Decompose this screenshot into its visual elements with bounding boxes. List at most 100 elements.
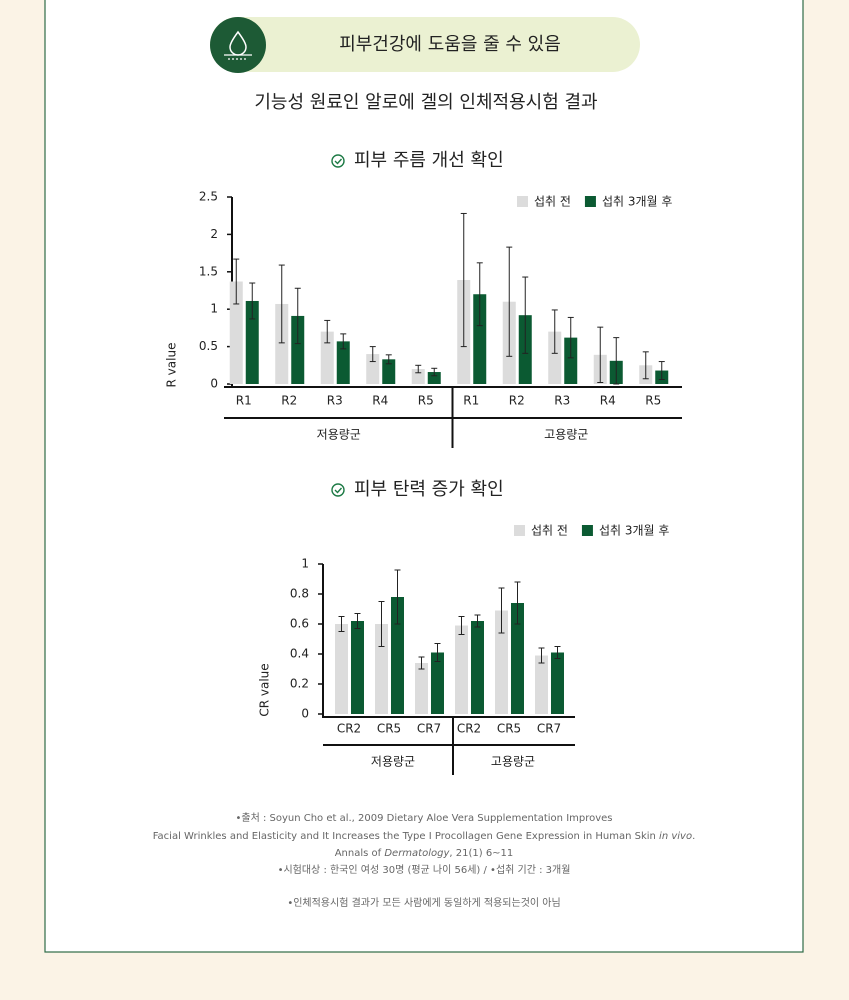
bar [336,341,350,384]
error-bar [369,346,376,363]
error-bar [434,643,441,662]
group-label: 고용량군 [544,428,588,442]
bar [351,621,364,714]
error-bar [460,212,467,348]
x-tick-label: CR2 [337,722,361,736]
chart-title: 피부 탄력 증가 확인 [354,479,504,500]
group-label: 저용량군 [317,428,361,442]
y-tick-label: 1 [210,302,218,316]
error-bar [613,337,620,385]
group-label: 고용량군 [491,755,535,769]
x-tick-label: R1 [236,394,252,408]
bar [415,663,428,714]
legend-swatch [581,525,593,536]
x-tick-label: CR2 [457,722,481,736]
error-bar [233,258,240,305]
error-bar [338,616,345,632]
bar [291,315,305,384]
error-bar [354,613,361,629]
bar [564,337,578,384]
y-tick-label: 0 [210,377,218,391]
error-bar [658,361,665,381]
error-bar [597,326,604,384]
note-part: Annals of [335,848,385,859]
y-tick-label: 0.6 [290,617,309,631]
note-part: Dermatology [384,848,450,859]
bar [548,331,562,384]
check-icon [331,483,345,497]
check-icon [331,154,345,168]
error-bar [551,309,558,354]
legend-label: 섭취 전 [531,524,568,538]
error-bar [474,614,481,628]
y-axis-label: R value [165,343,179,388]
note: •인체적용시험 결과가 모든 사람에게 동일하게 적용되는것이 아님 [287,896,560,909]
x-tick-label: R4 [600,394,616,408]
error-bar [378,601,385,647]
y-tick-label: 2.5 [199,190,218,204]
panel [44,0,804,953]
error-bar [415,364,422,374]
x-tick-label: CR7 [537,722,561,736]
x-tick-label: CR5 [497,722,521,736]
x-tick-label: R1 [463,394,479,408]
error-bar [385,354,392,365]
y-axis-label: CR value [258,663,272,716]
y-tick-label: 2 [210,227,218,241]
legend-label: 섭취 전 [534,195,571,209]
note-part: in vivo [659,831,692,842]
bar [511,603,524,714]
legend-swatch [514,525,525,536]
x-tick-label: R4 [372,394,388,408]
note: Facial Wrinkles and Elasticity and It In… [153,831,696,842]
bar [431,652,444,714]
error-bar [431,367,438,377]
y-tick-label: 1 [301,557,309,571]
note: •출처 : Soyun Cho et al., 2009 Dietary Alo… [235,812,612,824]
bar [366,354,380,384]
error-bar [278,264,285,344]
note: Annals of Dermatology, 21(1) 6~11 [335,848,514,859]
error-bar [498,587,505,634]
y-tick-label: 0.5 [199,339,218,353]
error-bar [458,616,465,635]
bar [275,303,289,384]
bar [320,331,334,384]
bar [427,372,441,384]
header-icon [210,17,266,73]
error-bar [514,581,521,625]
bar [455,625,468,714]
bar [535,655,548,714]
x-tick-label: R5 [418,394,434,408]
bar [245,300,259,384]
bar [391,597,404,714]
bar [335,624,348,714]
note-part: Facial Wrinkles and Elasticity and It In… [153,831,659,842]
bar [551,652,564,714]
error-bar [340,333,347,350]
note: •시험대상 : 한국인 여성 30명 (평균 나이 56세) / •섭취 기간 … [278,864,571,876]
bar [382,359,396,384]
x-tick-label: R3 [327,394,343,408]
legend-label: 섭취 3개월 후 [599,524,669,538]
error-bar [418,656,425,670]
check-icon [334,158,343,165]
header-title: 피부건강에 도움을 줄 수 있음 [339,34,561,55]
group-label: 저용량군 [371,755,415,769]
bar [495,610,508,714]
y-tick-label: 0.8 [290,587,309,601]
header-subtitle: 기능성 원료인 알로에 겔의 인체적용시험 결과 [254,92,597,113]
error-bar [554,646,561,659]
x-tick-label: CR5 [377,722,401,736]
y-tick-label: 0.2 [290,677,309,691]
bar [411,369,425,384]
error-bar [394,569,401,625]
note-part: , 21(1) 6~11 [449,848,513,859]
check-icon [334,487,343,494]
y-tick-label: 1.5 [199,264,218,278]
note-part: . [692,831,695,842]
error-bar [249,282,256,320]
legend-label: 섭취 3개월 후 [602,195,672,209]
